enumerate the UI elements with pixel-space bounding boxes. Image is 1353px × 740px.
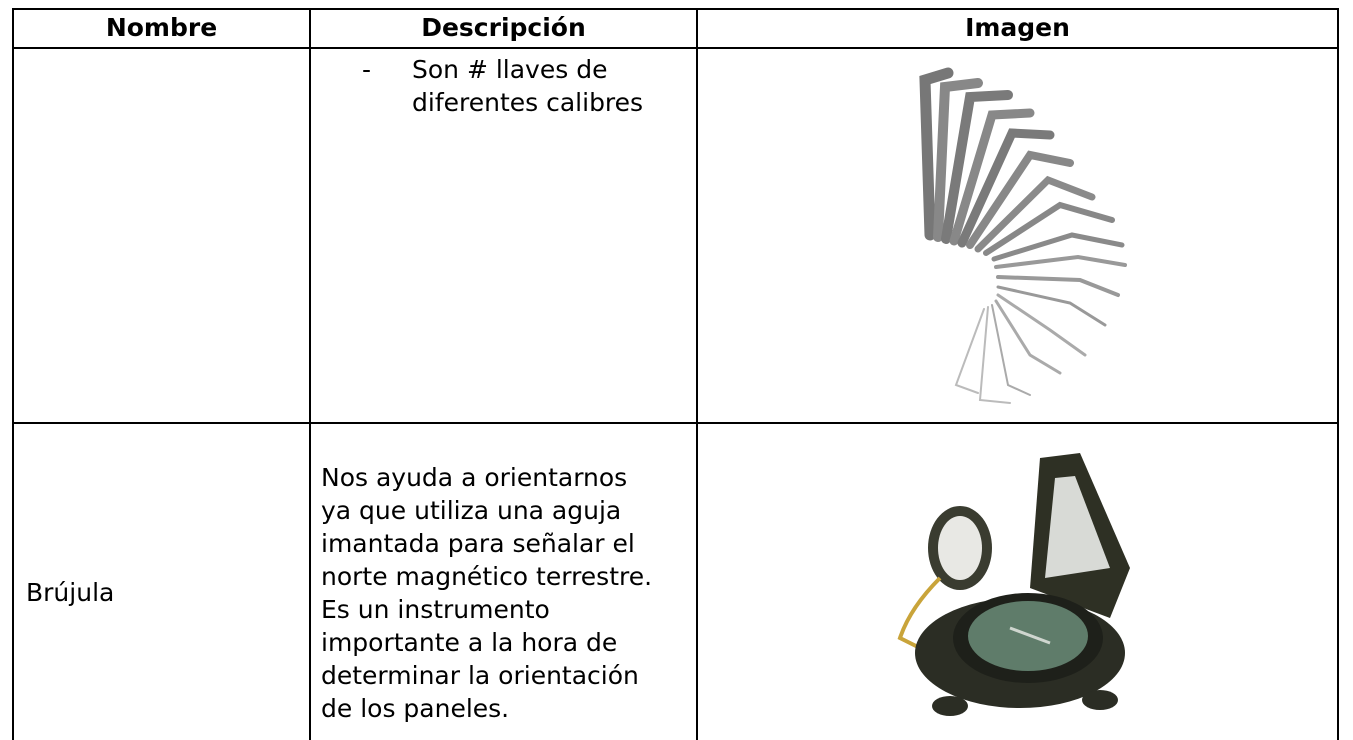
hex-keys-image — [919, 67, 1127, 404]
border — [696, 8, 698, 740]
border — [1337, 8, 1339, 740]
description-line: imantada para señalar el — [321, 529, 635, 558]
description-line: Es un instrumento — [321, 595, 550, 624]
border — [12, 8, 1339, 10]
name: Brújula — [26, 578, 115, 607]
description-line: norte magnético terrestre. — [321, 562, 653, 591]
header-cell: Imagen — [965, 13, 1070, 42]
description-line: ya que utiliza una aguja — [321, 496, 622, 525]
border — [12, 47, 1339, 49]
bullet: - — [362, 55, 372, 84]
header-cell: Descripción — [421, 13, 586, 42]
compass-image — [897, 453, 1130, 716]
description-line: Son # llaves de — [412, 55, 608, 84]
description-line: determinar la orientación — [321, 661, 639, 690]
border — [309, 8, 311, 740]
description-line: diferentes calibres — [412, 88, 644, 117]
description-line: importante a la hora de — [321, 628, 618, 657]
border — [12, 8, 14, 740]
header-cell: Nombre — [105, 13, 218, 42]
description-line: de los paneles. — [321, 694, 510, 723]
border — [12, 422, 1339, 424]
description-line: Nos ayuda a orientarnos — [321, 463, 628, 492]
